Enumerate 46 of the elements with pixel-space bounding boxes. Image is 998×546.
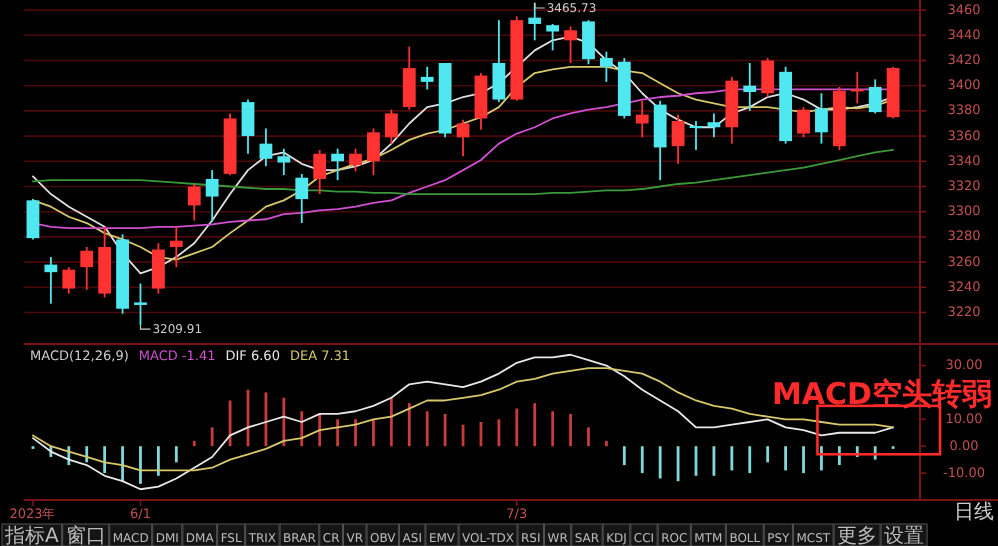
candlestick bbox=[295, 172, 309, 224]
candlestick bbox=[62, 266, 76, 295]
candlestick bbox=[474, 72, 488, 131]
candlestick bbox=[743, 62, 757, 112]
candlestick bbox=[80, 246, 94, 291]
candlestick bbox=[241, 98, 255, 155]
candlestick bbox=[850, 70, 864, 105]
candlestick bbox=[546, 23, 560, 52]
candlestick bbox=[671, 113, 685, 165]
candlestick bbox=[707, 112, 721, 139]
text: 日线 bbox=[954, 500, 994, 524]
candlestick bbox=[653, 99, 667, 182]
candlestick bbox=[169, 225, 183, 269]
candlestick bbox=[868, 78, 882, 115]
text: 窗口 bbox=[65, 524, 106, 546]
candlestick bbox=[44, 256, 58, 305]
candlestick bbox=[761, 57, 775, 98]
candlestick bbox=[528, 1, 542, 42]
candlestick bbox=[313, 149, 327, 195]
candlestick bbox=[26, 198, 40, 241]
candlestick bbox=[456, 118, 470, 158]
text: 更多 bbox=[837, 524, 878, 546]
candlestick bbox=[152, 242, 165, 295]
candlestick bbox=[98, 225, 112, 299]
text: 设置 bbox=[884, 524, 925, 546]
candlestick bbox=[205, 169, 219, 223]
candlestick bbox=[259, 127, 273, 168]
candlestick bbox=[564, 25, 577, 64]
candlestick bbox=[635, 99, 649, 139]
candlestick bbox=[349, 147, 362, 173]
candlestick bbox=[600, 50, 613, 83]
candlestick bbox=[331, 147, 344, 182]
candlestick bbox=[187, 183, 201, 222]
candlestick bbox=[134, 282, 147, 327]
candlestick bbox=[402, 45, 416, 111]
candlestick bbox=[797, 106, 810, 139]
candlestick bbox=[689, 120, 703, 151]
candlestick bbox=[420, 65, 434, 91]
text: 指标A bbox=[3, 524, 59, 546]
candlestick bbox=[815, 92, 828, 145]
candlestick bbox=[277, 147, 291, 177]
candlestick bbox=[492, 19, 506, 103]
candlestick bbox=[725, 75, 739, 145]
candlestick bbox=[384, 108, 398, 145]
candlestick bbox=[367, 127, 380, 177]
candlestick bbox=[582, 19, 595, 66]
